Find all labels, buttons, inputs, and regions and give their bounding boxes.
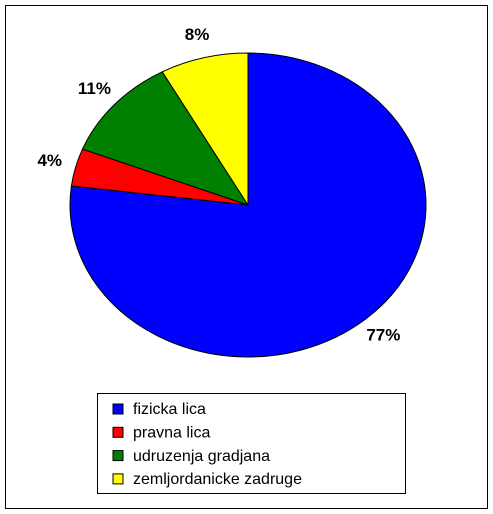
pie-slice (81, 71, 250, 206)
data-label: 77% (366, 326, 400, 345)
data-label: 8% (185, 25, 210, 44)
legend-label: pravna lica (133, 425, 210, 442)
pie-slice (69, 52, 427, 358)
legend-swatch (112, 426, 124, 438)
pie-slice (161, 52, 249, 207)
data-label: 11% (78, 79, 111, 98)
data-label: 4% (37, 151, 62, 170)
legend-label: zemljordanicke zadruge (133, 471, 302, 488)
legend-swatch (112, 450, 124, 462)
legend-label: udruzenja gradjana (133, 448, 270, 465)
legend-label: fizicka lica (133, 401, 206, 418)
legend-swatch (112, 473, 124, 485)
legend-box (97, 393, 406, 494)
legend-swatch (112, 403, 124, 415)
